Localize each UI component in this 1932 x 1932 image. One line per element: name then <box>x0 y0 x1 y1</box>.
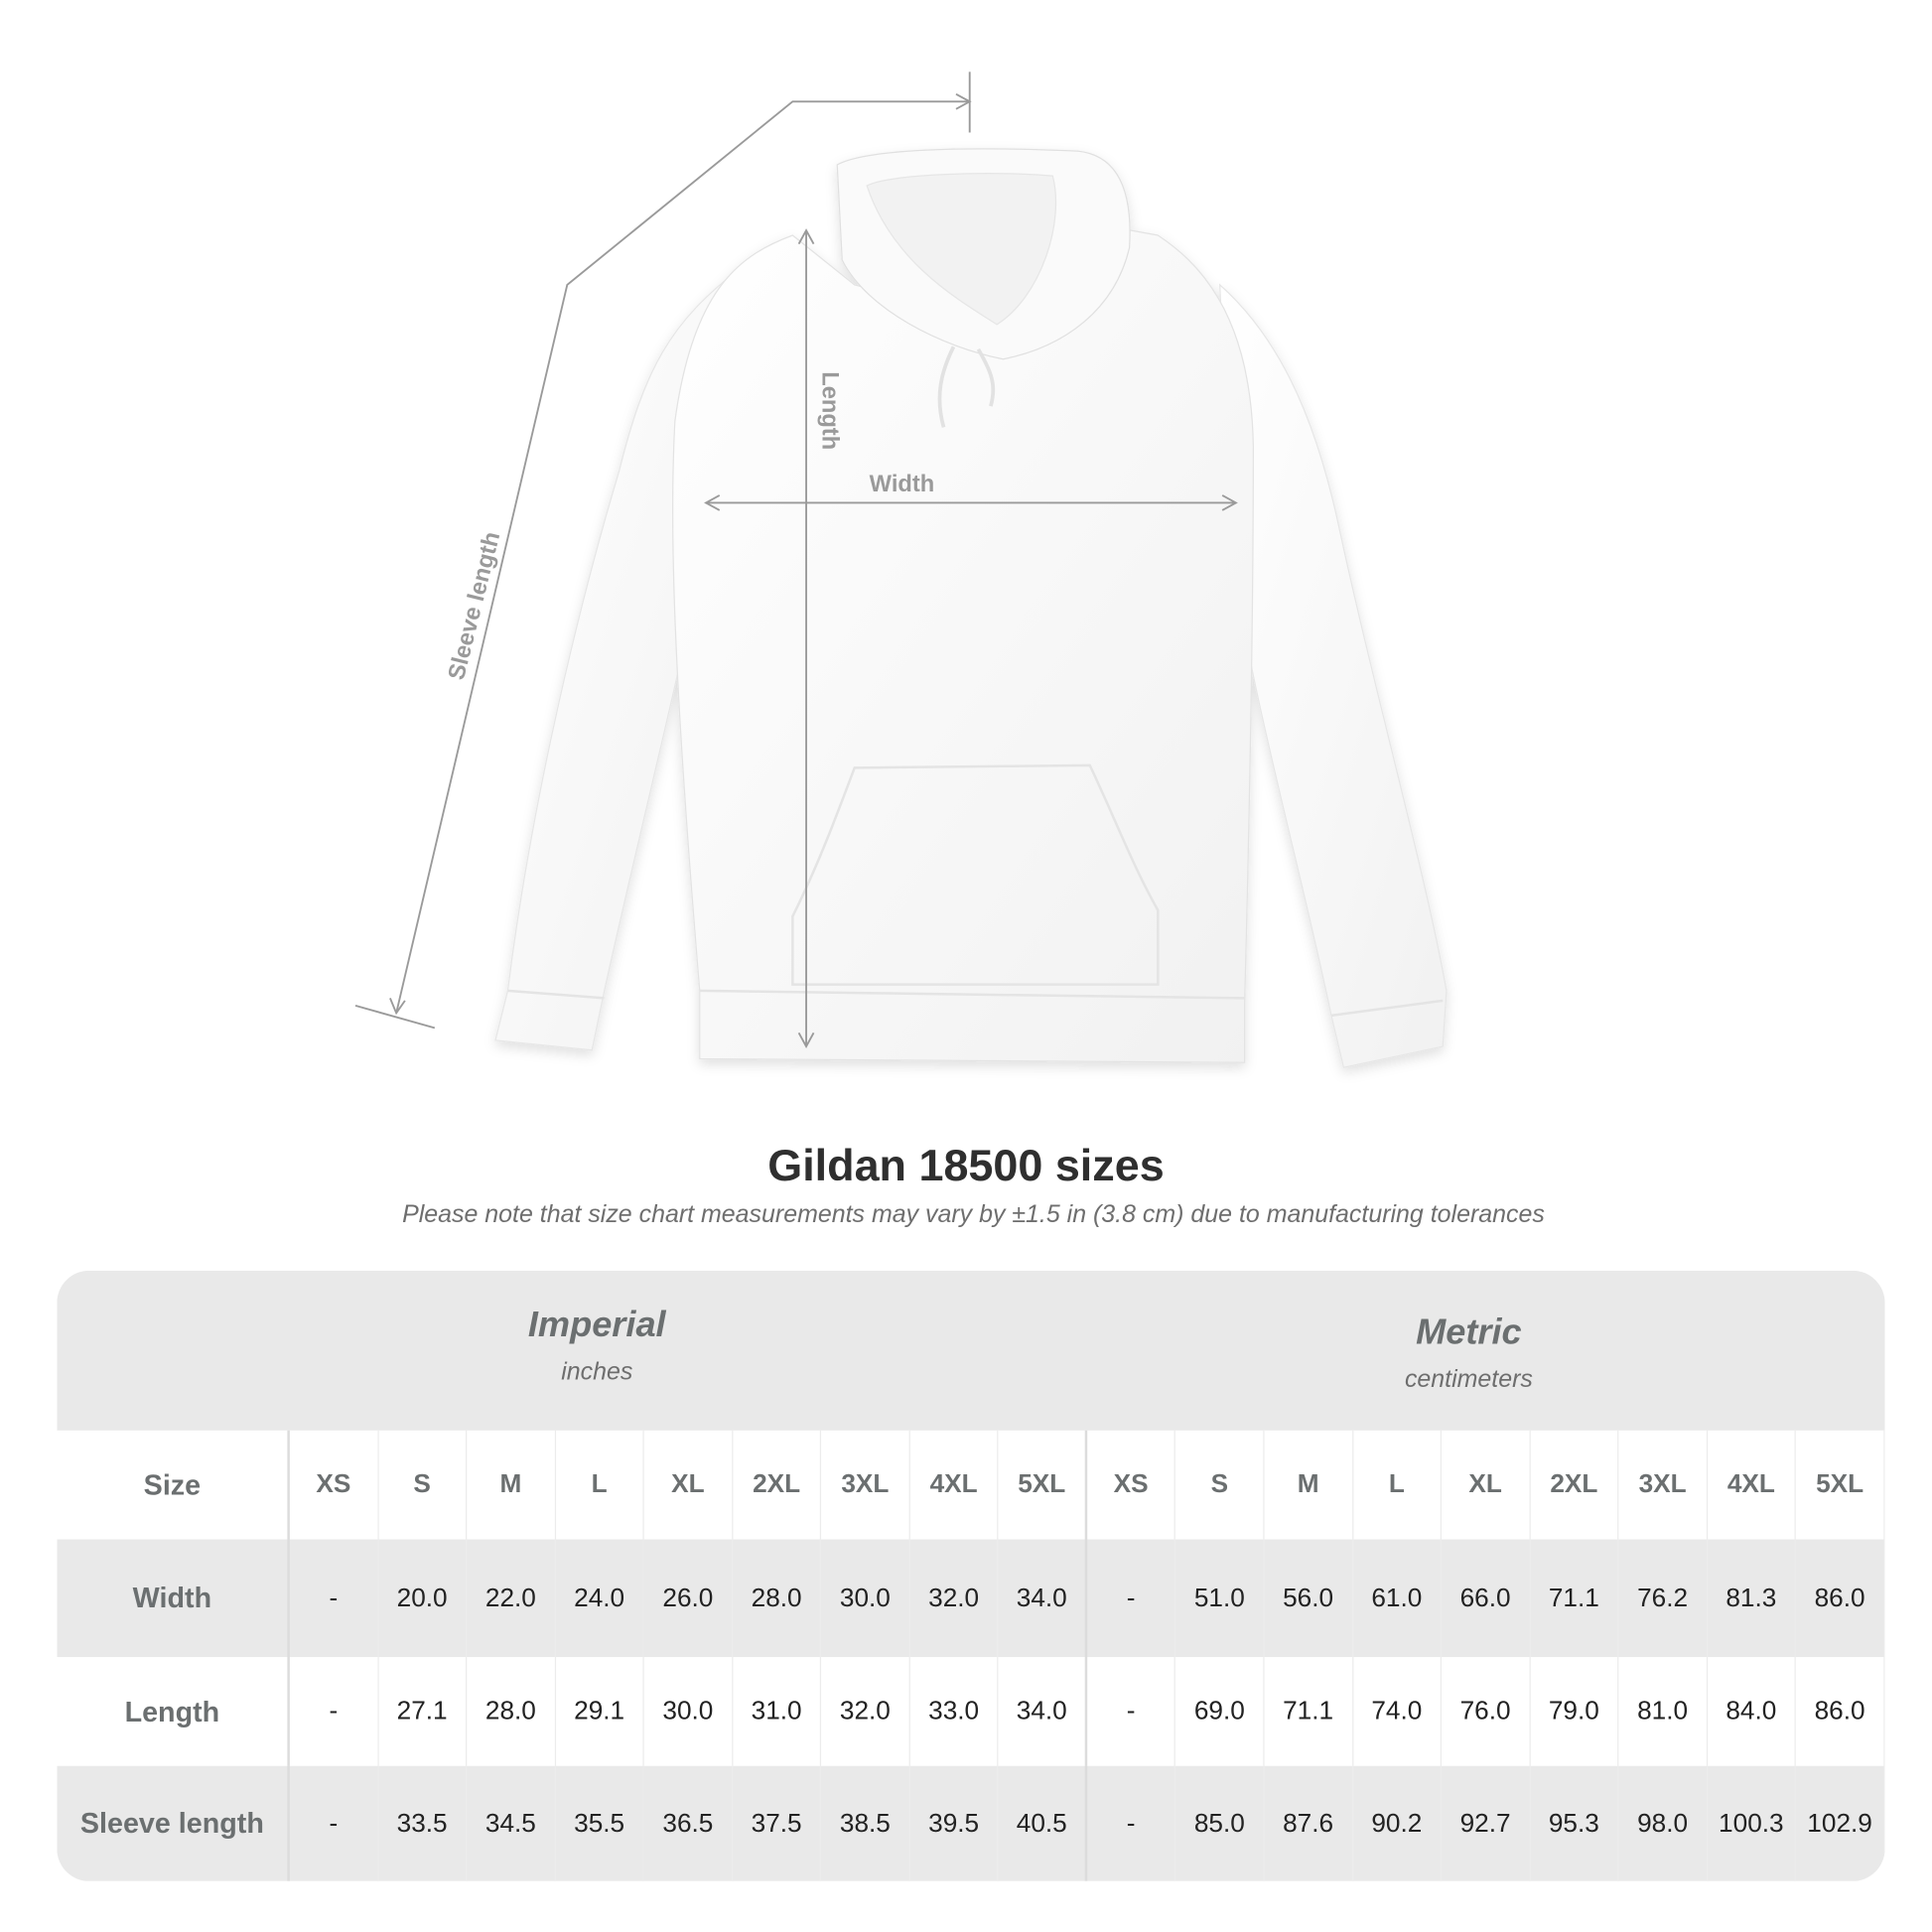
table-cell: 34.0 <box>999 1539 1088 1658</box>
imperial-header: Imperial inches <box>349 1306 845 1387</box>
table-cell: 81.0 <box>1619 1657 1708 1766</box>
size-header-cell: XS <box>290 1430 379 1540</box>
table-cell: 79.0 <box>1530 1657 1619 1766</box>
hoodie-measurement-diagram: Length Width Sleeve length <box>354 71 1448 1068</box>
table-cell: 95.3 <box>1530 1765 1619 1881</box>
size-header-cell: 5XL <box>999 1430 1088 1540</box>
table-cell: 33.5 <box>378 1765 468 1881</box>
table-cell: - <box>1087 1539 1176 1658</box>
table-cell: 76.2 <box>1619 1539 1708 1658</box>
table-cell: 34.5 <box>467 1765 556 1881</box>
table-cell: 28.0 <box>733 1539 822 1658</box>
table-cell: 40.5 <box>999 1765 1088 1881</box>
imperial-unit: inches <box>561 1358 633 1386</box>
size-header-cell: S <box>378 1430 468 1540</box>
table-cell: 92.7 <box>1442 1765 1531 1881</box>
table-cell: 98.0 <box>1619 1765 1708 1881</box>
table-cell: 86.0 <box>1796 1539 1885 1658</box>
table-cell: 31.0 <box>733 1657 822 1766</box>
size-header-cell: L <box>556 1430 644 1540</box>
table-cell: 56.0 <box>1265 1539 1353 1658</box>
table-cell: 39.5 <box>910 1765 999 1881</box>
table-cell: 86.0 <box>1796 1657 1885 1766</box>
table-cell: 84.0 <box>1708 1657 1797 1766</box>
table-cell: 90.2 <box>1353 1765 1443 1881</box>
row-label: Size <box>57 1430 290 1540</box>
table-cell: 100.3 <box>1708 1765 1797 1881</box>
tolerance-note: Please note that size chart measurements… <box>402 1200 1545 1229</box>
row-label: Sleeve length <box>57 1765 290 1881</box>
table-cell: 33.0 <box>910 1657 999 1766</box>
size-header-cell: 5XL <box>1796 1430 1885 1540</box>
size-header-cell: XS <box>1087 1430 1176 1540</box>
table-row: Length -27.1 28.0 29.1 30.0 31.0 32.0 33.0 34.0-… <box>57 1657 1885 1766</box>
table-cell: 20.0 <box>378 1539 468 1658</box>
table-row: Width -20.0 22.0 24.0 26.0 28.0 30.0 32.0 34.0-5… <box>57 1539 1885 1658</box>
row-label: Width <box>57 1539 290 1658</box>
table-cell: 81.3 <box>1708 1539 1797 1658</box>
chart-title: Gildan 18500 sizes <box>767 1139 1165 1190</box>
table-cell: 28.0 <box>467 1657 556 1766</box>
size-header-cell: 2XL <box>1530 1430 1619 1540</box>
table-cell: 34.0 <box>999 1657 1088 1766</box>
size-header-cell: M <box>467 1430 556 1540</box>
imperial-title: Imperial <box>527 1305 666 1345</box>
table-cell: 24.0 <box>556 1539 644 1658</box>
table-cell: 51.0 <box>1175 1539 1265 1658</box>
table-cell: 69.0 <box>1175 1657 1265 1766</box>
table-cell: 27.1 <box>378 1657 468 1766</box>
table-cell: 35.5 <box>556 1765 644 1881</box>
table-cell: 36.5 <box>644 1765 734 1881</box>
table-cell: 30.0 <box>644 1657 734 1766</box>
measurement-lines <box>354 71 1238 1049</box>
size-header-row: Size XS S M L XL 2XL 3XL 4XL 5XL XS S M L XL 2XL 3XL 4XL 5… <box>57 1430 1885 1540</box>
length-label: Length <box>816 371 842 450</box>
table-cell: 61.0 <box>1353 1539 1443 1658</box>
size-header-cell: L <box>1353 1430 1443 1540</box>
table-cell: 30.0 <box>821 1539 910 1658</box>
table-cell: - <box>290 1539 379 1658</box>
table-cell: 66.0 <box>1442 1539 1531 1658</box>
table-cell: 74.0 <box>1353 1657 1443 1766</box>
table-cell: 71.1 <box>1530 1539 1619 1658</box>
table-cell: - <box>290 1657 379 1766</box>
size-header-cell: XL <box>644 1430 734 1540</box>
width-label: Width <box>870 472 935 497</box>
header-band <box>57 1270 1885 1431</box>
metric-unit: centimeters <box>1404 1365 1533 1394</box>
size-header-cell: XL <box>1442 1430 1531 1540</box>
table-cell: - <box>290 1765 379 1881</box>
table-cell: 29.1 <box>556 1657 644 1766</box>
table-cell: 87.6 <box>1265 1765 1353 1881</box>
table-cell: - <box>1087 1765 1176 1881</box>
size-header-cell: 4XL <box>910 1430 999 1540</box>
table-cell: - <box>1087 1657 1176 1766</box>
row-label: Length <box>57 1657 290 1766</box>
metric-title: Metric <box>1416 1312 1522 1353</box>
table-cell: 26.0 <box>644 1539 734 1658</box>
table-cell: 38.5 <box>821 1765 910 1881</box>
table-cell: 85.0 <box>1175 1765 1265 1881</box>
metric-header: Metric centimeters <box>1221 1312 1717 1394</box>
sleeve-length-line <box>395 100 970 1014</box>
table-cell: 76.0 <box>1442 1657 1531 1766</box>
table-cell: 102.9 <box>1796 1765 1885 1881</box>
table-cell: 32.0 <box>821 1657 910 1766</box>
sleeve-length-label: Sleeve length <box>444 529 505 682</box>
size-header-cell: 4XL <box>1708 1430 1797 1540</box>
size-header-cell: 2XL <box>733 1430 822 1540</box>
table-cell: 32.0 <box>910 1539 999 1658</box>
size-table: Imperial inches Metric centimeters Size X… <box>57 1270 1885 1881</box>
size-header-cell: 3XL <box>1619 1430 1708 1540</box>
table-cell: 71.1 <box>1265 1657 1353 1766</box>
hoodie-illustration <box>494 148 1448 1068</box>
table-cell: 22.0 <box>467 1539 556 1658</box>
table-row: Sleeve length -33.5 34.5 35.5 36.5 37.5 38.5 39… <box>57 1765 1885 1881</box>
size-header-cell: S <box>1175 1430 1265 1540</box>
size-header-cell: M <box>1265 1430 1353 1540</box>
table-cell: 37.5 <box>733 1765 822 1881</box>
size-header-cell: 3XL <box>821 1430 910 1540</box>
